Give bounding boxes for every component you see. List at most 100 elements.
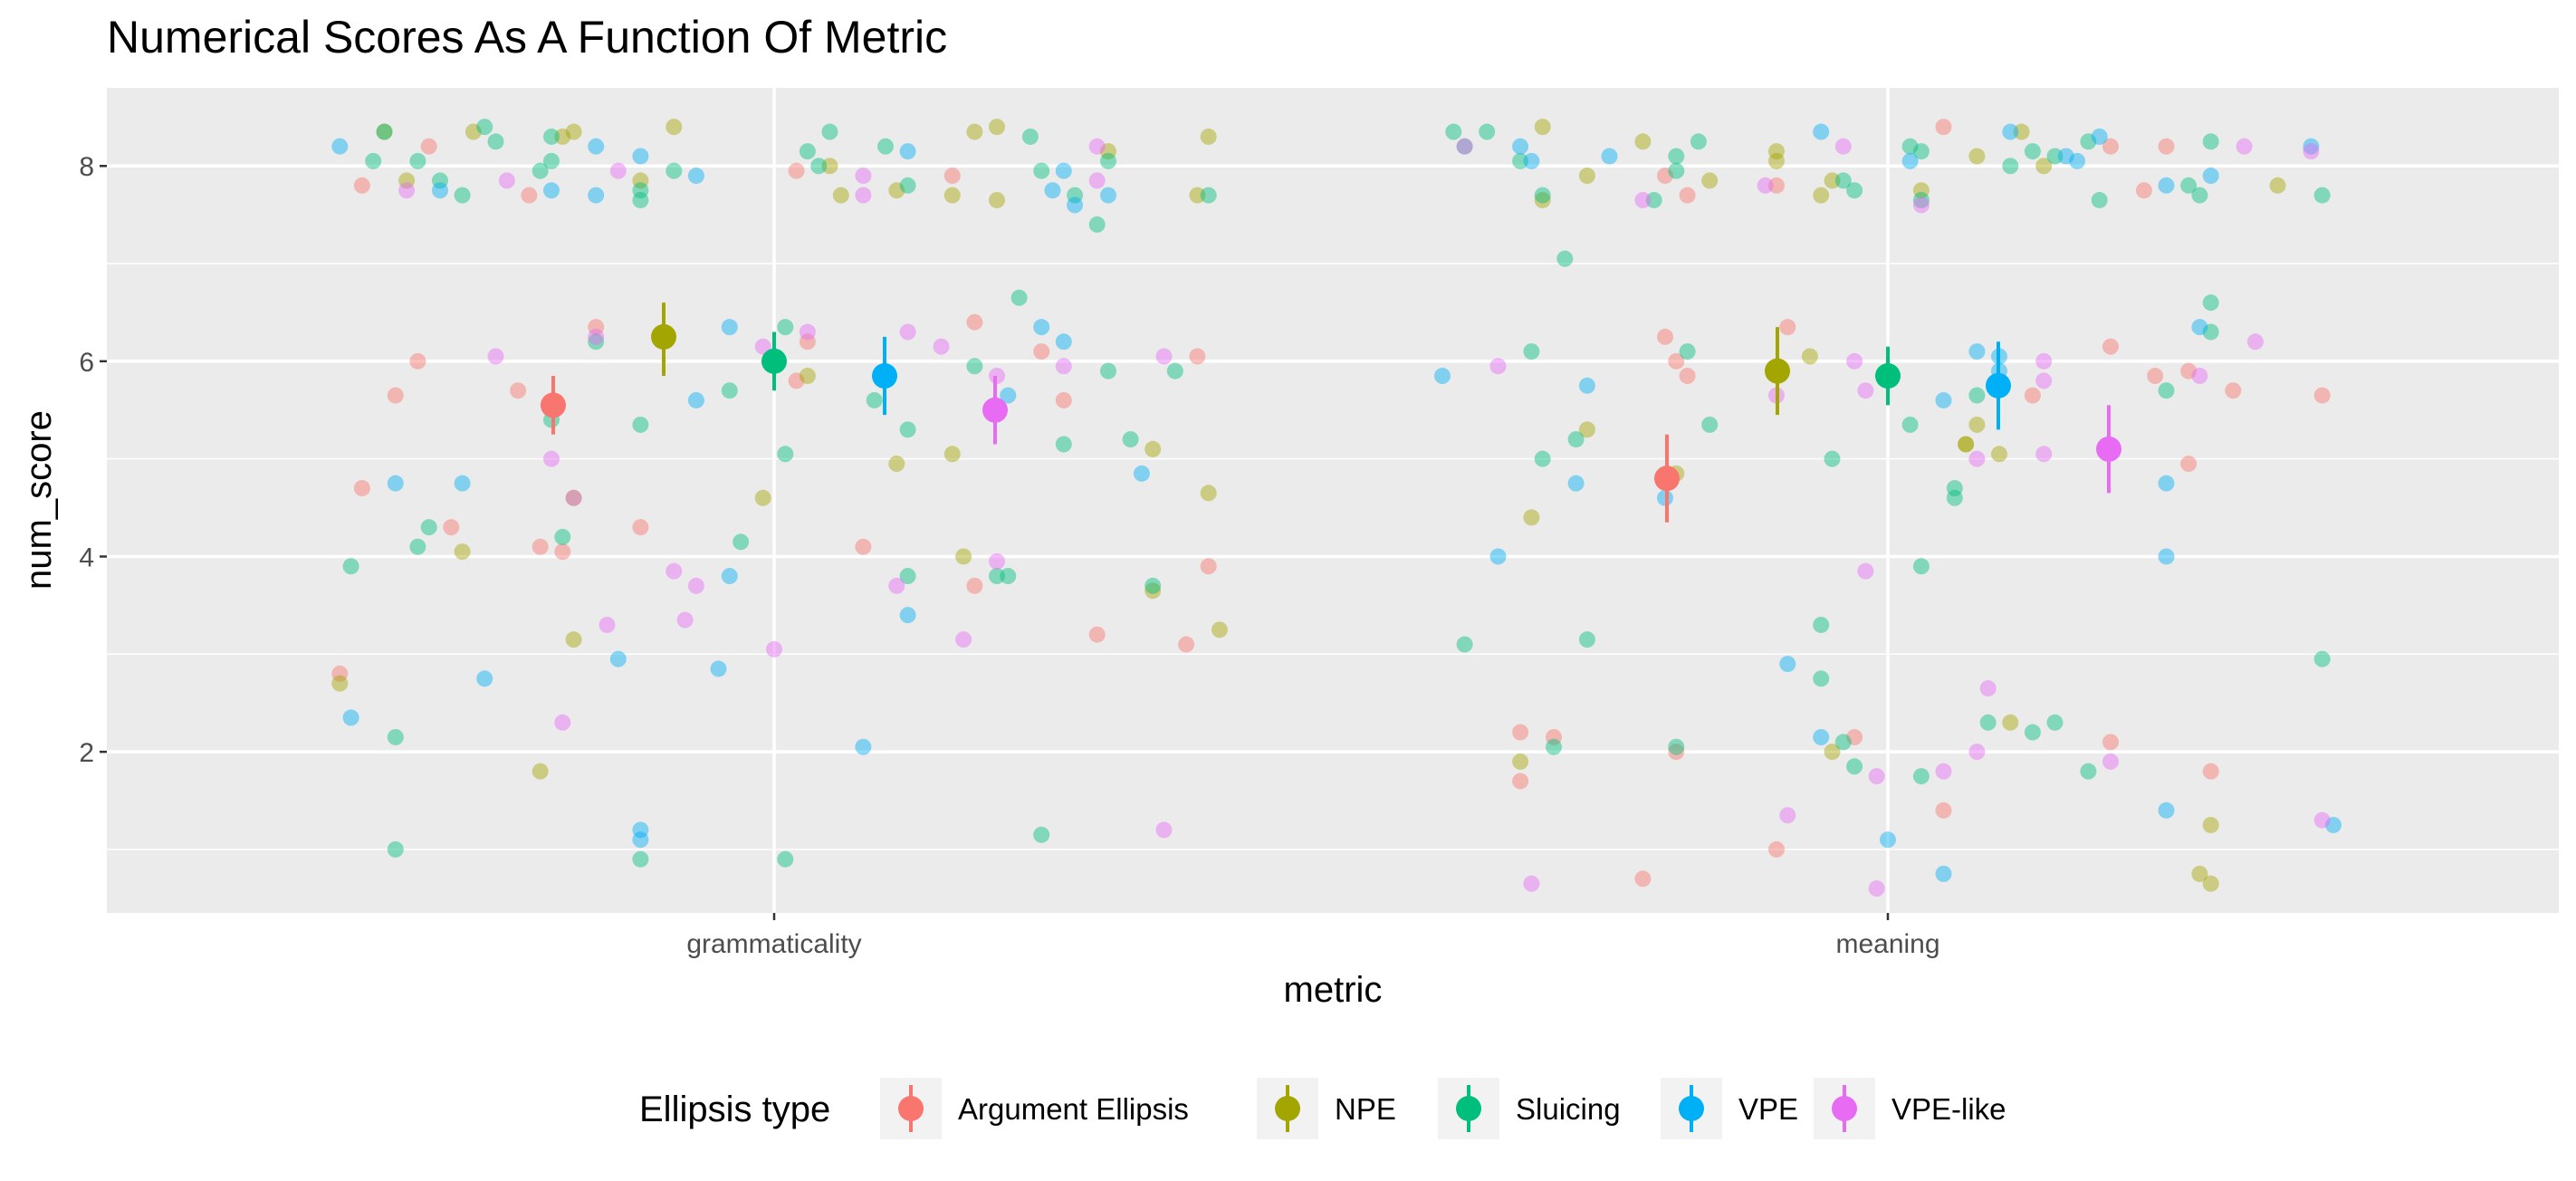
data-point: [1991, 446, 2007, 463]
data-point: [2102, 734, 2119, 751]
data-point: [966, 577, 983, 594]
data-point: [1578, 168, 1595, 185]
grid-lines: [107, 88, 2559, 913]
data-point: [1088, 138, 1106, 155]
data-point: [2069, 152, 2086, 169]
data-point: [2202, 763, 2219, 780]
data-point: [1523, 152, 1540, 169]
legend-key-dot: [1275, 1096, 1300, 1121]
data-point: [1912, 558, 1930, 575]
data-point: [588, 187, 605, 204]
data-point: [588, 319, 605, 336]
data-point: [531, 162, 549, 179]
data-point: [487, 133, 504, 150]
data-point: [1055, 391, 1072, 408]
data-point: [2191, 368, 2208, 385]
data-point: [1634, 191, 1652, 208]
data-point: [866, 391, 883, 408]
data-point: [1133, 465, 1150, 482]
data-point: [899, 177, 916, 194]
data-point: [2225, 382, 2242, 399]
data-point: [1088, 216, 1106, 233]
legend-label: Sluicing: [1516, 1092, 1621, 1126]
data-point: [554, 128, 571, 145]
data-point: [2191, 865, 2208, 882]
data-point: [1846, 758, 1863, 775]
data-point: [1155, 348, 1173, 365]
data-point: [989, 191, 1005, 208]
data-point: [899, 143, 916, 160]
data-point: [1813, 123, 1830, 140]
data-point: [1033, 826, 1050, 843]
data-point: [1779, 319, 1796, 336]
data-point: [1033, 319, 1050, 336]
data-point: [2202, 875, 2219, 892]
data-point: [1144, 440, 1162, 457]
data-point: [1868, 768, 1885, 785]
data-point: [1634, 870, 1652, 888]
data-point: [632, 416, 649, 433]
data-point: [1546, 738, 1562, 755]
data-point: [2002, 123, 2019, 140]
data-point: [1946, 480, 1963, 497]
data-point: [1645, 191, 1662, 208]
data-point: [2024, 387, 2041, 404]
chart-title: Numerical Scores As A Function Of Metric: [107, 12, 947, 62]
data-point: [1155, 821, 1173, 839]
data-point: [1512, 773, 1529, 790]
data-point: [955, 548, 972, 565]
data-point: [1834, 138, 1852, 155]
legend-label: VPE-like: [1891, 1092, 2006, 1126]
data-point: [1690, 133, 1707, 150]
x-tick-label: grammaticality: [686, 929, 861, 959]
mean-point: [1765, 358, 1790, 384]
mean-point: [2096, 436, 2121, 462]
data-point: [2303, 138, 2320, 155]
legend-key-dot: [1679, 1096, 1704, 1121]
data-point: [888, 577, 905, 594]
data-point: [1935, 763, 1952, 780]
data-point: [543, 152, 560, 169]
mean-point: [1986, 372, 2011, 398]
data-point: [498, 172, 515, 189]
data-point: [2013, 123, 2030, 140]
data-point: [666, 119, 683, 136]
data-point: [1779, 807, 1796, 824]
axis-ticks: 2 4 6 8 grammaticality meaning: [79, 152, 1939, 959]
data-point: [432, 172, 448, 189]
data-point: [1968, 387, 1986, 404]
data-point: [365, 152, 382, 169]
data-point: [1100, 187, 1116, 204]
data-point: [1055, 333, 1072, 350]
data-point: [398, 182, 416, 199]
data-point: [1000, 387, 1017, 404]
summary-points: [541, 302, 2121, 523]
data-point: [1479, 123, 1496, 140]
data-point: [1055, 436, 1072, 453]
data-point: [464, 123, 482, 140]
data-point: [1935, 802, 1952, 819]
data-point: [1813, 728, 1830, 745]
data-point: [588, 328, 605, 345]
legend-key-dot: [1456, 1096, 1481, 1121]
plot-panel: [107, 88, 2559, 913]
data-point: [510, 382, 527, 399]
data-point: [476, 670, 493, 687]
data-point: [2191, 319, 2208, 336]
data-point: [1445, 123, 1462, 140]
data-point: [1456, 138, 1473, 155]
data-point: [888, 182, 905, 199]
data-point: [877, 138, 894, 155]
data-point: [788, 372, 805, 389]
data-point: [1768, 152, 1785, 169]
legend-key-dot: [1832, 1096, 1857, 1121]
data-point: [799, 368, 816, 385]
data-point: [554, 528, 571, 545]
data-point: [1067, 187, 1084, 204]
data-point: [1189, 348, 1206, 365]
data-point: [632, 831, 649, 849]
data-point: [1868, 880, 1885, 898]
y-axis-title: num_score: [19, 410, 59, 590]
data-point: [1968, 343, 1986, 360]
